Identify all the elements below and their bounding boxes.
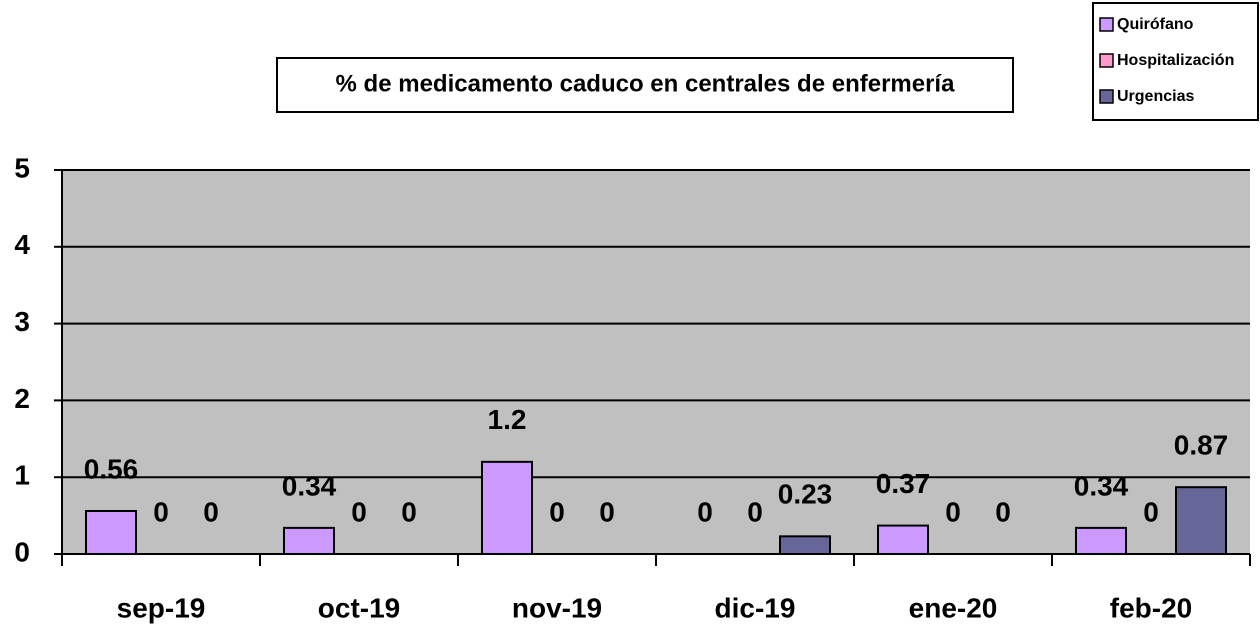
bar <box>481 460 533 555</box>
data-label: 0 <box>697 496 713 527</box>
legend-label: Urgencias <box>1117 88 1194 105</box>
legend-swatch <box>1099 17 1114 32</box>
y-tick-label: 0 <box>14 536 30 567</box>
data-label: 0.87 <box>1174 430 1229 461</box>
data-label: 0 <box>1143 496 1159 527</box>
title-box <box>276 57 1014 113</box>
bar <box>779 535 831 555</box>
legend-swatch <box>1099 89 1114 104</box>
data-label: 0.37 <box>876 468 931 499</box>
data-label: 0 <box>995 496 1011 527</box>
data-label: 0.56 <box>84 453 139 484</box>
y-tick-label: 3 <box>14 306 30 337</box>
bar <box>1075 526 1127 555</box>
x-tick-label: dic-19 <box>715 592 796 623</box>
data-label: 0 <box>351 496 367 527</box>
bar <box>283 526 335 555</box>
legend: Quirófano Hospitalización Urgencias <box>1092 2 1259 121</box>
x-tick-label: oct-19 <box>318 592 400 623</box>
chart-title: % de medicamento caduco en centrales de … <box>336 70 956 97</box>
data-label: 0 <box>203 496 219 527</box>
legend-label: Quirófano <box>1117 16 1194 33</box>
data-label: 1.2 <box>488 404 527 435</box>
x-tick-label: nov-19 <box>512 592 602 623</box>
bar <box>1175 486 1227 555</box>
data-label: 0.23 <box>778 479 833 510</box>
legend-swatch <box>1099 53 1114 68</box>
legend-label: Hospitalización <box>1117 52 1234 69</box>
data-label: 0 <box>153 496 169 527</box>
x-tick-label: feb-20 <box>1110 592 1192 623</box>
x-tick-label: ene-20 <box>909 592 998 623</box>
data-label: 0 <box>747 496 763 527</box>
plot-area <box>62 170 1250 554</box>
data-label: 0.34 <box>1074 470 1129 501</box>
y-tick-label: 2 <box>14 383 30 414</box>
data-label: 0 <box>401 496 417 527</box>
data-label: 0 <box>599 496 615 527</box>
bar <box>85 509 137 556</box>
legend-box <box>1092 2 1259 121</box>
y-tick-label: 1 <box>14 460 30 491</box>
y-tick-label: 5 <box>14 152 30 183</box>
x-tick-label: sep-19 <box>117 592 206 623</box>
y-tick-label: 4 <box>14 229 30 260</box>
data-label: 0 <box>945 496 961 527</box>
data-label: 0 <box>549 496 565 527</box>
bar <box>877 524 929 555</box>
data-label: 0.34 <box>282 470 337 501</box>
